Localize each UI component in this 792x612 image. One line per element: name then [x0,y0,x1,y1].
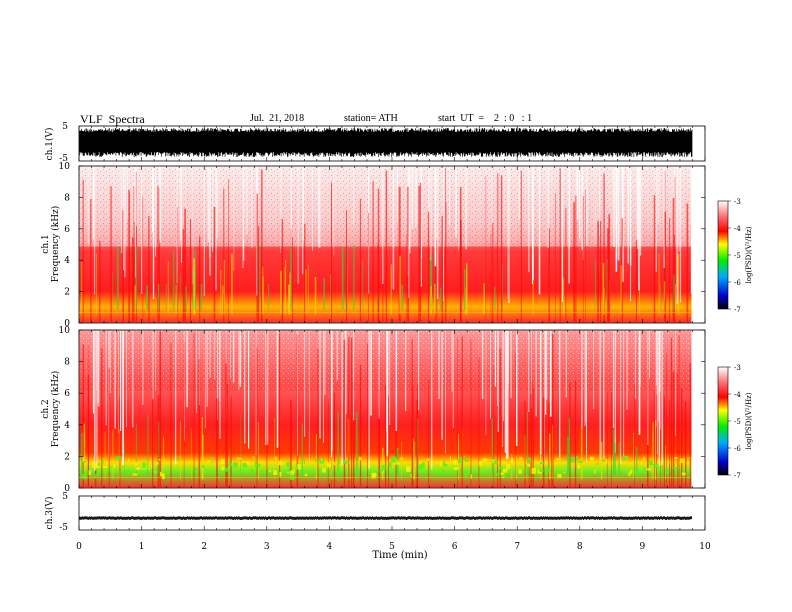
ch1-wave-ytick-bottom: -5 [59,154,68,164]
ch1-wave-ylabel: ch.1(V) [44,128,55,161]
axis-ticks [78,126,706,530]
colorbar-tick-label: -3 [734,364,741,372]
ch2-spectrogram-streaks [79,331,693,487]
ch1-spec-ylabel-line2: Frequency (kHz) [50,206,61,283]
x-tick-label: 5 [389,542,395,552]
header-date: Jul. 21, 2018 [250,113,305,124]
header-title: VLF Spectra [80,112,145,126]
x-tick-labels: 0 1 2 3 4 5 6 7 8 9 10 [76,542,711,552]
x-tick-label: 0 [76,542,82,552]
colorbar-tick-label: -6 [734,279,741,287]
x-tick-label: 3 [264,542,270,552]
freq-tick-label: 0 [64,484,70,494]
ch3-waveform-frame [78,495,706,531]
colorbar-tick-label: -3 [734,198,741,206]
colorbar-tick-label: -5 [734,252,741,260]
x-tick-label: 9 [640,542,646,552]
x-tick-label: 4 [327,542,333,552]
colorbar-tick-label: -7 [734,306,741,314]
colorbar-ch2 [717,366,729,476]
ch1-spectrogram-texture [79,166,692,247]
colorbar-tick-label: -4 [734,391,741,399]
x-tick-label: 7 [514,542,520,552]
freq-tick-label: 8 [64,193,70,203]
colorbar-tick-labels: -3 -4 -5 -6 -7 -3 -4 -5 -6 -7 [728,198,741,480]
freq-tick-label: 8 [64,358,70,368]
ch2-spec-ylabel-line1: ch.2 [41,399,51,418]
ch2-spectrogram-texture [79,330,692,391]
header-start-time: start UT = 2 : 0 : 1 [438,113,533,124]
freq-tick-label: 10 [59,162,71,172]
ch3-wave-ylabel: ch.3(V) [44,497,55,530]
colorbar-ch2-label: log(PSD)(V²/Hz) [745,392,753,449]
freq-tick-label: 2 [64,288,70,298]
ch1-spec-ylabel-line1: ch.1 [41,234,51,253]
freq-tick-label: 2 [64,452,70,462]
x-tick-label: 6 [452,542,458,552]
colorbar-ch1-label: log(PSD)(V²/Hz) [745,226,753,283]
x-tick-label: 10 [699,542,711,552]
colorbar-tick-label: -5 [734,418,741,426]
freq-tick-label: 10 [59,326,71,336]
freq-tick-label: 6 [64,389,70,399]
ch1-wave-ytick-top: 5 [62,122,68,132]
ch1-spectrogram-streaks [79,167,693,322]
ch1-waveform-trace [79,128,693,157]
colorbar-tick-label: -4 [734,225,741,233]
freq-tick-label: 4 [64,256,70,266]
colorbar-tick-label: -7 [734,472,741,480]
header-station: station= ATH [344,113,398,124]
x-tick-label: 1 [139,542,145,552]
ch3-waveform-trace [79,516,692,520]
ch3-wave-ytick-top: 5 [62,492,68,502]
freq-tick-label: 0 [64,319,70,329]
colorbar-ch1 [717,200,729,310]
ch2-spec-ylabel-line2: Frequency (kHz) [50,371,61,448]
colorbar-tick-label: -6 [734,445,741,453]
freq-tick-label: 6 [64,225,70,235]
ch3-wave-ytick-bottom: -5 [59,523,68,533]
x-axis-label: Time (min) [372,550,427,561]
freq-tick-label: 4 [64,421,70,431]
x-tick-label: 8 [577,542,583,552]
x-tick-label: 2 [201,542,207,552]
